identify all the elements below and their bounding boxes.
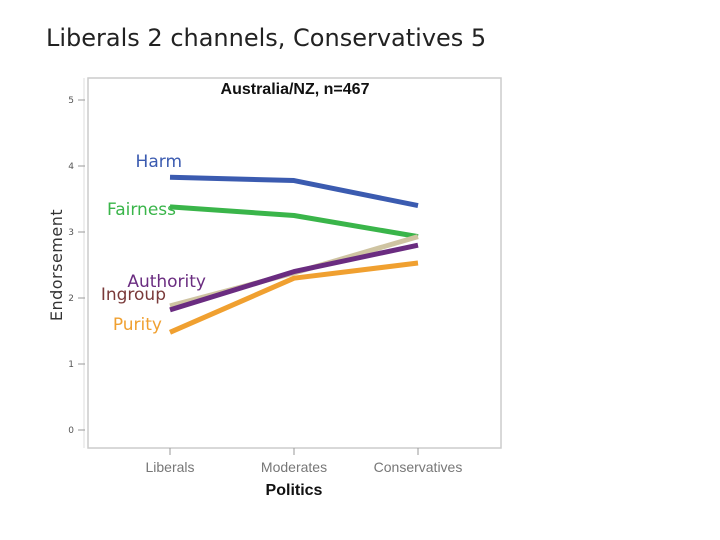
series-line-harm [169, 174, 419, 209]
series-label-harm: Harm [136, 152, 182, 172]
x-tick-label: Conservatives [374, 459, 463, 475]
series-label-purity: Purity [113, 315, 162, 335]
y-tick-label: 3 [68, 228, 74, 238]
series-line-fairness [169, 204, 419, 240]
series-label-authority: Authority [127, 272, 206, 292]
series-line-purity [168, 260, 419, 335]
chart-title: Australia/NZ, n=467 [221, 81, 370, 98]
x-axis-title: Politics [266, 482, 323, 499]
series-line-authority [169, 242, 419, 313]
y-tick-label: 5 [68, 96, 74, 106]
y-tick-label: 4 [68, 162, 74, 172]
y-axis-title: Endorsement [47, 209, 66, 321]
series-label-fairness: Fairness [107, 200, 176, 220]
y-tick-label: 2 [68, 294, 74, 304]
series-label-ingroup: Ingroup [101, 285, 166, 305]
plot-frame [87, 77, 502, 449]
y-tick-label: 1 [68, 360, 74, 370]
slide-title: Liberals 2 channels, Conservatives 5 [46, 24, 487, 52]
y-tick-label: 0 [68, 426, 74, 436]
x-tick-label: Moderates [261, 459, 327, 475]
x-tick-label: Liberals [145, 459, 194, 475]
